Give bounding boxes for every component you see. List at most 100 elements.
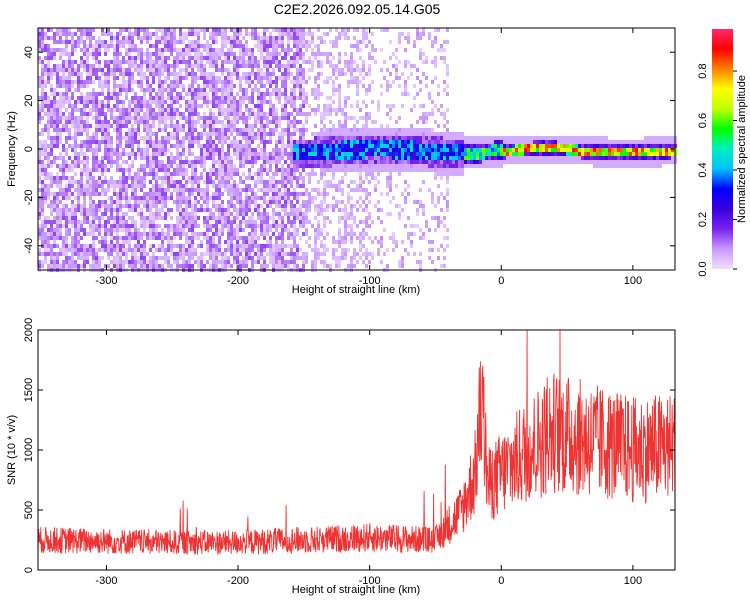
spectrogram-cell: [98, 140, 101, 144]
spectrogram-cell: [119, 124, 122, 128]
spectrogram-cell: [281, 32, 284, 36]
spectrogram-cell: [296, 72, 299, 76]
spectrogram-cell: [152, 32, 155, 36]
spectrogram-cell: [311, 68, 314, 72]
spectrogram-cell: [245, 48, 248, 52]
spectrogram-cell: [275, 172, 278, 176]
spectrogram-cell: [275, 168, 278, 172]
spectrogram-cell: [56, 196, 59, 200]
spectrogram-cell: [143, 120, 146, 124]
spectrogram-cell: [107, 120, 110, 124]
spectrogram-cell: [362, 60, 365, 64]
spectrogram-cell: [320, 244, 323, 248]
spectrogram-cell: [185, 36, 188, 40]
spectrogram-cell: [386, 84, 389, 88]
spectrogram-cell: [65, 136, 68, 140]
spectrogram-cell: [122, 196, 125, 200]
spectrogram-cell: [314, 208, 317, 212]
spectrogram-cell: [248, 224, 251, 228]
spectrogram-cell: [257, 132, 260, 136]
spectrogram-cell: [143, 76, 146, 80]
spectrogram-cell: [374, 164, 377, 168]
spectrogram-cell: [344, 160, 347, 164]
spectrogram-cell: [314, 240, 317, 244]
spectrogram-cell: [122, 244, 125, 248]
spectrogram-cell: [293, 64, 296, 68]
spectrogram-cell: [161, 152, 164, 156]
spectrogram-cell: [128, 128, 131, 132]
spectrogram-cell: [293, 84, 296, 88]
spectrogram-cell: [44, 48, 47, 52]
spectrogram-cell: [128, 260, 131, 264]
spectrogram-cell: [98, 248, 101, 252]
spectrogram-cell: [65, 192, 68, 196]
spectrogram-cell: [53, 104, 56, 108]
spectrogram-cell: [41, 200, 44, 204]
spectrogram-cell: [308, 44, 311, 48]
spectrogram-cell: [167, 260, 170, 264]
spectrogram-cell: [152, 148, 155, 152]
spectrogram-cell: [119, 128, 122, 132]
spectrogram-cell: [227, 212, 230, 216]
spectrogram-cell: [149, 208, 152, 212]
spectrogram-cell: [344, 164, 347, 168]
spectrogram-cell: [92, 88, 95, 92]
spectrogram-cell: [77, 220, 80, 224]
spectrogram-cell: [80, 36, 83, 40]
spectrogram-cell: [50, 52, 53, 56]
spectrogram-cell: [41, 64, 44, 68]
spectrogram-cell: [236, 28, 239, 32]
spectrogram-cell: [299, 52, 302, 56]
spectrogram-cell: [137, 132, 140, 136]
spectrogram-cell: [272, 112, 275, 116]
spectrogram-cell: [182, 192, 185, 196]
spectrogram-cell: [92, 56, 95, 60]
spectrogram-cell: [131, 96, 134, 100]
spectrogram-cell: [74, 172, 77, 176]
spectrogram-cell: [335, 140, 338, 144]
spectrogram-cell: [233, 236, 236, 240]
spectrogram-cell: [272, 148, 275, 152]
spectrogram-cell: [323, 116, 326, 120]
spectrogram-cell: [302, 140, 305, 144]
spectrogram-cell: [320, 36, 323, 40]
spectrogram-cell: [185, 204, 188, 208]
spectrogram-cell: [206, 200, 209, 204]
spectrogram-cell: [215, 232, 218, 236]
spectrogram-cell: [56, 164, 59, 168]
spectrogram-cell: [218, 212, 221, 216]
spectrogram-cell: [155, 100, 158, 104]
spectrogram-cell: [368, 140, 371, 144]
spectrogram-cell: [143, 204, 146, 208]
spectrogram-cell: [41, 140, 44, 144]
spectrogram-cell: [125, 212, 128, 216]
spectrogram-cell: [341, 152, 344, 156]
spectrogram-cell: [92, 240, 95, 244]
spectrogram-cell: [239, 32, 242, 36]
spectrogram-cell: [176, 192, 179, 196]
spectrogram-cell: [122, 264, 125, 268]
spectrogram-cell: [290, 172, 293, 176]
spectrogram-cell: [260, 80, 263, 84]
spectrogram-cell: [44, 32, 47, 36]
spectrogram-cell: [65, 204, 68, 208]
spectrogram-cell: [110, 184, 113, 188]
spectrogram-cell: [245, 136, 248, 140]
spectrogram-cell: [53, 216, 56, 220]
spectrogram-cell: [227, 60, 230, 64]
spectrogram-cell: [200, 96, 203, 100]
spectrogram-cell: [38, 132, 41, 136]
spectrogram-cell: [245, 176, 248, 180]
spectrogram-cell: [173, 136, 176, 140]
spectrogram-cell: [101, 120, 104, 124]
spectrogram-cell: [221, 224, 224, 228]
spectrogram-cell: [98, 36, 101, 40]
spectrogram-cell: [224, 172, 227, 176]
spectrogram-cell: [152, 96, 155, 100]
spectrogram-cell: [191, 112, 194, 116]
spectrogram-cell: [143, 228, 146, 232]
spectrogram-cell: [158, 216, 161, 220]
spectrogram-cell: [341, 112, 344, 116]
spectrogram-cell: [281, 72, 284, 76]
spectrogram-cell: [191, 176, 194, 180]
